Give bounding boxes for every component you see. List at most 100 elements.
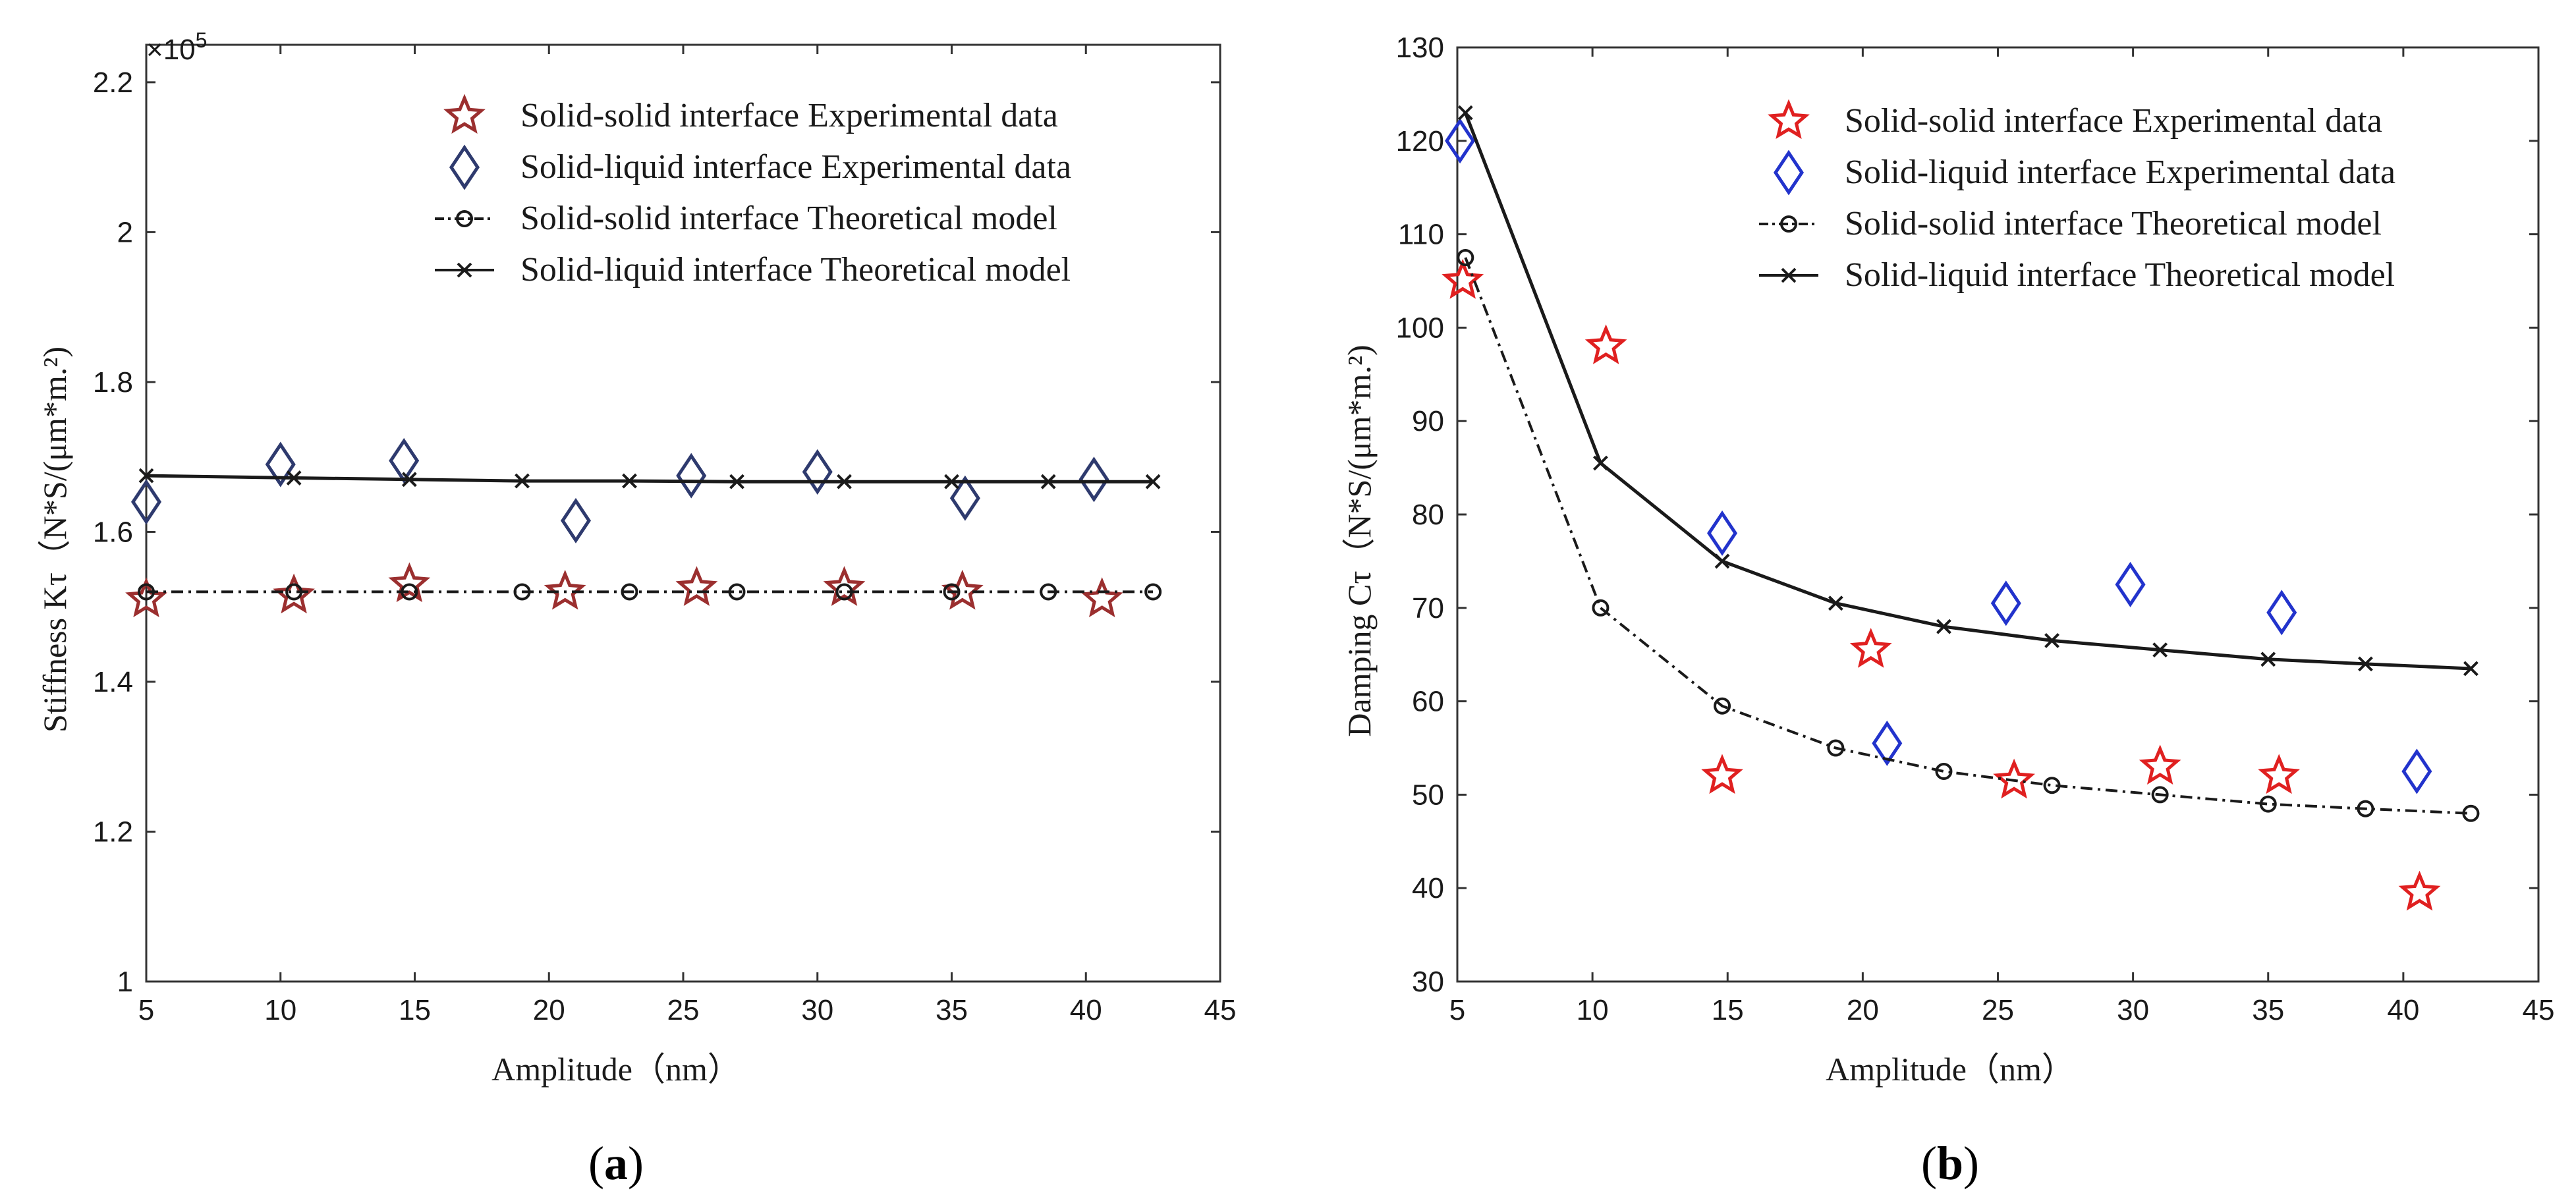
x-tick-label: 20 — [1847, 994, 1879, 1026]
data-point — [401, 472, 417, 487]
x-tick-label: 15 — [1712, 994, 1744, 1026]
y-axis-label: Stiffness Kτ（N*S/(μm*m.²) — [36, 346, 73, 733]
data-point — [1040, 474, 1056, 489]
x-mark-stroke — [1145, 474, 1161, 489]
data-point — [943, 583, 961, 601]
data-point — [2462, 804, 2480, 822]
x-mark-stroke — [401, 472, 417, 487]
legend-marker — [1773, 150, 1805, 196]
data-point — [2151, 786, 2169, 804]
data-point — [273, 573, 315, 614]
series-x-solid — [138, 468, 1161, 489]
data-point — [130, 479, 162, 525]
x-mark-stroke — [138, 468, 154, 484]
x-tick-label: 35 — [2252, 994, 2284, 1026]
data-point — [1707, 510, 1738, 556]
y-tick-label: 120 — [1396, 125, 1444, 157]
x-mark-stroke — [2463, 661, 2478, 677]
y-tick-label: 130 — [1396, 32, 1444, 64]
y-tick-label: 100 — [1396, 312, 1444, 344]
data-point — [675, 566, 718, 606]
y-tick-label: 40 — [1412, 872, 1444, 904]
x-tick-label: 15 — [399, 994, 431, 1026]
data-point — [1935, 762, 1953, 780]
x-tick-label: 30 — [801, 994, 833, 1026]
legend-entry: Solid-solid interface Experimental data — [443, 94, 1058, 134]
data-point — [1457, 249, 1474, 267]
data-point — [2044, 633, 2059, 648]
legend-label: Solid-solid interface Experimental data — [1845, 102, 2382, 140]
x-tick-label: 40 — [1070, 994, 1102, 1026]
data-point — [728, 583, 746, 601]
x-mark-stroke — [1040, 474, 1056, 489]
legend: Solid-solid interface Experimental data S… — [435, 94, 1071, 289]
x-axis-label: Amplitude（nm） — [1826, 1051, 2075, 1088]
y-tick-label: 2.2 — [93, 67, 133, 99]
x-mark-stroke — [837, 474, 852, 489]
y-tick-label: 60 — [1412, 686, 1444, 718]
data-point — [2401, 748, 2432, 794]
series-diamond-none — [1445, 118, 2432, 794]
series-line — [146, 474, 1154, 484]
x-tick-label: 45 — [1204, 994, 1237, 1026]
data-point — [1445, 118, 1476, 164]
y-tick-label: 70 — [1412, 592, 1444, 624]
legend-marker — [456, 210, 473, 227]
legend-entry: Solid-solid interface Experimental data — [1768, 99, 2382, 140]
panel-letter: a — [604, 1137, 628, 1190]
x-mark-stroke — [1936, 619, 1951, 634]
data-point — [802, 449, 833, 495]
data-point — [1593, 455, 1608, 471]
x-mark-stroke — [286, 470, 302, 485]
y-axis-multiplier: ×105 — [146, 28, 207, 66]
data-point — [1872, 720, 1903, 766]
x-mark-stroke — [622, 473, 637, 489]
legend-entry: Solid-solid interface Theoretical model — [1759, 205, 2382, 242]
legend-marker — [457, 262, 472, 278]
data-point — [2357, 800, 2374, 817]
data-point — [2398, 870, 2441, 911]
series-star-none — [125, 562, 1123, 617]
series-circle-dashdot — [138, 583, 1162, 601]
y-tick-label: 1.2 — [93, 816, 133, 848]
legend-entry: Solid-liquid interface Experimental data — [449, 144, 1071, 190]
data-point — [823, 566, 866, 606]
data-point — [388, 562, 431, 603]
chart-panel-b: 5 10 15 20 25 30 35 40 45 30 40 50 60 70 80 90 100 110 120… — [1341, 32, 2554, 1190]
x-tick-label: 30 — [2117, 994, 2149, 1026]
y-tick-label: 1.4 — [93, 666, 133, 698]
data-point — [729, 474, 744, 489]
data-point — [1828, 596, 1843, 611]
legend-entry: Solid-liquid interface Experimental data — [1773, 150, 2395, 196]
legend-entry: Solid-liquid interface Theoretical model — [1759, 256, 2395, 294]
data-point — [1714, 697, 1731, 715]
legend-marker — [1780, 215, 1797, 233]
x-tick-label: 5 — [1449, 994, 1465, 1026]
panel-label: (b) — [1921, 1137, 1979, 1190]
x-mark-stroke — [1457, 105, 1473, 121]
data-point — [401, 583, 418, 601]
data-point — [286, 470, 302, 485]
data-point — [837, 474, 852, 489]
series-star-none — [1442, 258, 2441, 911]
data-point — [2043, 777, 2061, 794]
data-point — [560, 497, 592, 543]
data-point — [125, 577, 167, 617]
x-tick-label: 40 — [2387, 994, 2419, 1026]
x-mark-stroke — [515, 473, 530, 489]
x-mark-stroke — [944, 474, 959, 489]
data-point — [1936, 619, 1951, 634]
data-point — [1457, 105, 1473, 121]
data-point — [1584, 324, 1627, 364]
y-axis-label: Damping Cτ（N*S/(μm*m.²) — [1341, 345, 1378, 736]
x-mark-stroke — [2152, 642, 2168, 658]
data-point — [941, 569, 984, 610]
data-point — [835, 583, 853, 601]
data-point — [2139, 744, 2181, 785]
data-point — [2260, 651, 2276, 667]
legend-label: Solid-liquid interface Theoretical model — [1845, 256, 2395, 294]
data-point — [2463, 661, 2478, 677]
x-mark-stroke — [1828, 596, 1843, 611]
legend-label: Solid-liquid interface Experimental data — [520, 148, 1071, 186]
data-point — [138, 583, 155, 601]
